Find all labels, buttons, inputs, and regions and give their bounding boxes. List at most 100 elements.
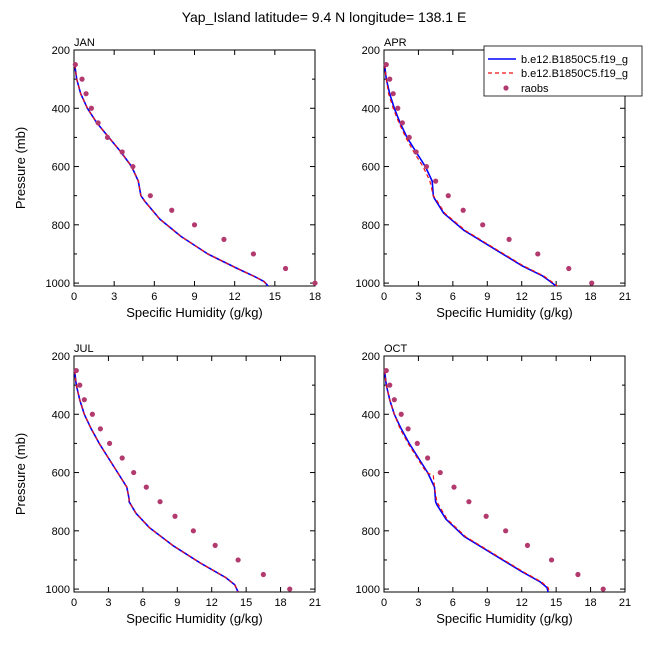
main-title: Yap_Island latitude= 9.4 N longitude= 13… [182,9,467,25]
panel-jan: JAN 0 3 6 9 12 15 18 200 400 600 800 1000 Specific Hu… [13,37,321,320]
x-tick-label: 6 [140,597,146,609]
raobs-point [413,149,419,155]
panel-apr: APR 0 3 6 9 12 15 18 21 200 400 600 800 1000 Specific … [356,37,632,320]
x-tick-label: 3 [415,291,421,303]
series-line-model1 [383,64,557,287]
plot-frame [73,49,316,287]
panel-title: JAN [74,37,95,49]
raobs-point [260,571,266,578]
series-line-model2 [74,64,269,287]
raobs-point [147,193,153,199]
y-tick-label: 800 [52,526,70,538]
raobs-point [169,207,175,213]
x-axis-title: Specific Humidity (g/kg) [436,305,573,320]
x-tick-label: 18 [309,291,321,303]
x-tick-label: 9 [191,291,197,303]
y-tick-label: 400 [362,409,380,421]
legend-label-raobs: raobs [521,83,549,95]
raobs-point [390,91,396,97]
raobs-point [221,236,227,242]
x-tick-label: 12 [516,291,528,303]
raobs-point [433,178,439,184]
raobs-point [445,193,451,199]
raobs-point [460,207,466,213]
raobs-point [600,586,606,592]
legend-label-model1: b.e12.B1850C5.f19_g [521,54,628,66]
legend: b.e12.B1850C5.f19_g b.e12.B1850C5.f19_g … [483,45,643,97]
x-tick-label: 0 [381,597,387,609]
raobs-point [451,484,457,490]
raobs-point [83,91,89,97]
plot-frame [383,355,626,593]
y-tick-label: 800 [362,526,380,538]
raobs-point [73,367,79,374]
y-tick-label: 200 [52,351,70,363]
x-tick-label: 0 [71,291,77,303]
panel-title: APR [384,37,407,49]
raobs-point [414,440,420,447]
x-tick-label: 0 [71,597,77,609]
legend-marker-raobs [503,85,509,91]
raobs-point [483,513,489,519]
y-axis-title: Pressure (mb) [13,127,28,209]
raobs-point [157,499,163,505]
raobs-point [423,163,430,170]
panel-title: OCT [384,343,408,355]
raobs-point [589,280,595,286]
plot-frame [73,355,316,593]
raobs-point [88,105,95,111]
raobs-point [81,397,87,403]
x-tick-label: 12 [206,597,218,609]
raobs-point [172,513,178,519]
x-tick-label: 12 [516,597,528,609]
x-tick-label: 3 [105,597,111,609]
raobs-point [235,557,241,563]
y-tick-label: 600 [362,162,380,174]
raobs-point [524,542,531,548]
raobs-point [383,367,389,374]
raobs-point [79,76,85,82]
x-tick-label: 15 [550,291,562,303]
y-tick-label: 400 [52,103,70,115]
raobs-point [503,528,509,534]
x-tick-label: 9 [174,597,180,609]
y-tick-label: 800 [52,220,70,232]
raobs-point [391,397,397,403]
x-axis-title: Specific Humidity (g/kg) [126,611,263,626]
x-tick-label: 21 [619,291,631,303]
raobs-point [535,251,541,257]
panel-title: JUL [74,343,94,355]
series-line-model2 [384,64,558,287]
raobs-point [119,149,125,155]
x-tick-label: 6 [450,291,456,303]
x-tick-label: 6 [151,291,157,303]
y-tick-label: 400 [362,103,380,115]
raobs-point [575,571,581,578]
y-tick-label: 400 [52,409,70,421]
raobs-point [97,426,103,432]
series-line-model1 [73,64,269,287]
raobs-point [566,265,572,272]
x-axis-title: Specific Humidity (g/kg) [436,611,573,626]
x-tick-label: 6 [450,597,456,609]
y-tick-label: 200 [362,45,380,57]
panel-oct: OCT 0 3 6 9 12 15 18 21 200 400 600 800 1000 Specific … [356,343,632,626]
x-tick-label: 0 [381,291,387,303]
raobs-point [406,134,412,141]
raobs-point [104,134,111,141]
raobs-point [466,499,472,505]
x-tick-label: 21 [309,597,321,609]
raobs-point [89,411,95,417]
x-tick-label: 18 [584,597,596,609]
raobs-point [72,61,78,68]
series-line-model1 [383,370,549,593]
raobs-point [130,163,136,170]
raobs-point [282,265,289,272]
raobs-point [191,222,198,228]
x-tick-label: 9 [484,291,490,303]
raobs-point [405,426,411,432]
legend-label-model2: b.e12.B1850C5.f19_g [521,68,628,80]
y-tick-label: 800 [362,220,380,232]
x-tick-label: 3 [415,597,421,609]
